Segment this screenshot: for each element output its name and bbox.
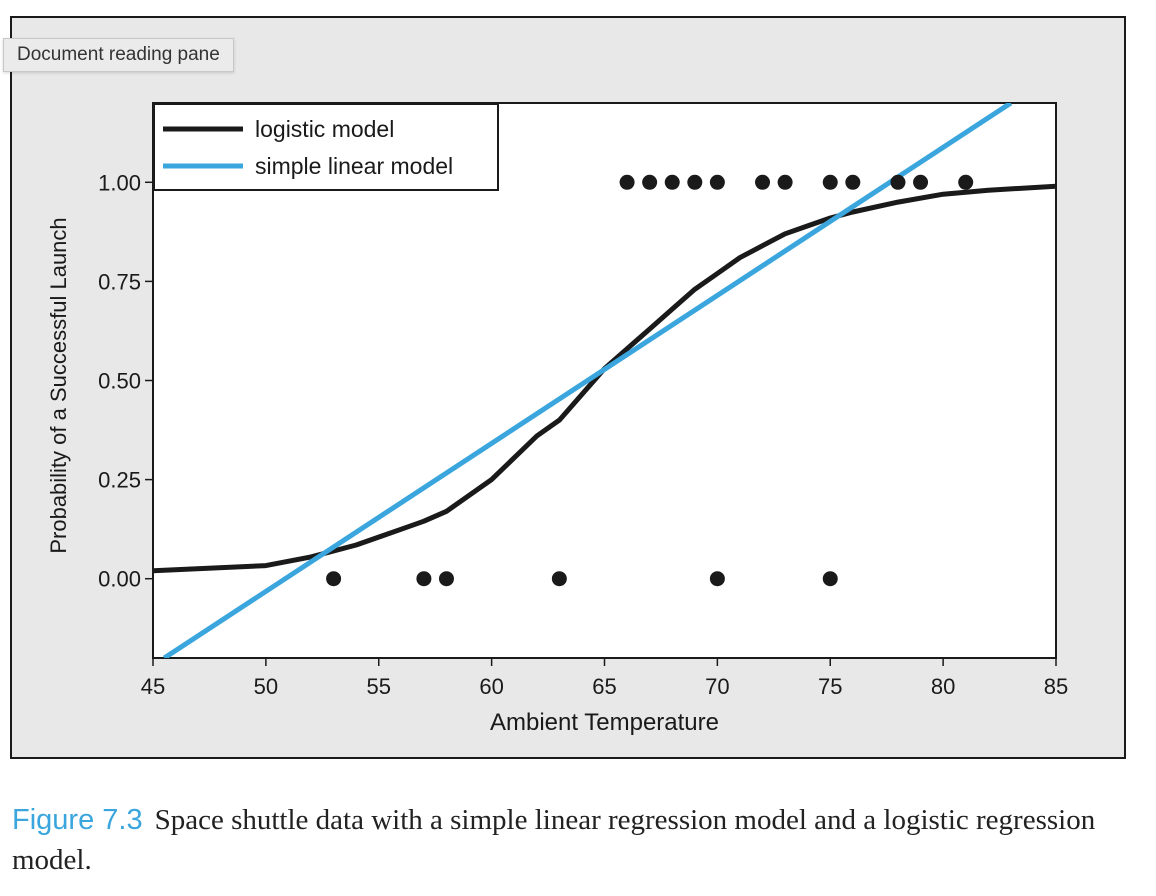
data-point bbox=[913, 174, 929, 190]
x-axis-label: Ambient Temperature bbox=[490, 709, 719, 736]
data-point bbox=[822, 571, 838, 587]
data-point bbox=[416, 571, 432, 587]
logistic-model-line bbox=[153, 183, 1056, 574]
legend-label-linear: simple linear model bbox=[255, 153, 453, 179]
data-point bbox=[777, 174, 793, 190]
x-tick-label: 60 bbox=[479, 674, 503, 699]
x-tick-label: 75 bbox=[818, 674, 842, 699]
data-point bbox=[438, 571, 454, 587]
figure-caption: Figure 7.3 Space shuttle data with a simp… bbox=[12, 800, 1142, 880]
x-tick-label: 65 bbox=[592, 674, 616, 699]
reading-pane-tooltip: Document reading pane bbox=[3, 38, 234, 72]
x-tick-label: 55 bbox=[367, 674, 391, 699]
figure-label: Figure 7.3 bbox=[12, 804, 143, 836]
y-tick-label: 0.00 bbox=[98, 567, 141, 592]
caption-text: Space shuttle data with a simple linear … bbox=[12, 804, 1096, 876]
y-tick-label: 0.25 bbox=[98, 468, 141, 493]
y-tick-label: 0.50 bbox=[98, 369, 141, 394]
data-point bbox=[551, 571, 567, 587]
data-point bbox=[687, 174, 703, 190]
data-point bbox=[326, 571, 342, 587]
data-point bbox=[958, 174, 974, 190]
y-axis-label: Probability of a Successful Launch bbox=[46, 217, 71, 553]
data-point bbox=[822, 174, 838, 190]
data-point bbox=[619, 174, 635, 190]
x-tick-label: 85 bbox=[1044, 674, 1068, 699]
x-tick-label: 70 bbox=[705, 674, 729, 699]
x-tick-label: 50 bbox=[254, 674, 278, 699]
data-point bbox=[642, 174, 658, 190]
legend-label-logistic: logistic model bbox=[255, 116, 394, 142]
y-tick-label: 1.00 bbox=[98, 170, 141, 195]
data-point bbox=[755, 174, 771, 190]
chart: 45 50 55 60 65 70 75 80 85 0.00 0.25 0.50 0.75 1.00 Am… bbox=[46, 102, 1068, 736]
data-point bbox=[890, 174, 906, 190]
data-point bbox=[709, 174, 725, 190]
linear-model-line bbox=[162, 103, 1013, 658]
data-point bbox=[709, 571, 725, 587]
x-tick-label: 80 bbox=[931, 674, 955, 699]
legend: logistic model simple linear model bbox=[153, 103, 499, 191]
data-point bbox=[664, 174, 680, 190]
y-tick-label: 0.75 bbox=[98, 269, 141, 294]
x-tick-label: 45 bbox=[141, 674, 165, 699]
data-point bbox=[845, 174, 861, 190]
legend-box bbox=[153, 103, 499, 191]
